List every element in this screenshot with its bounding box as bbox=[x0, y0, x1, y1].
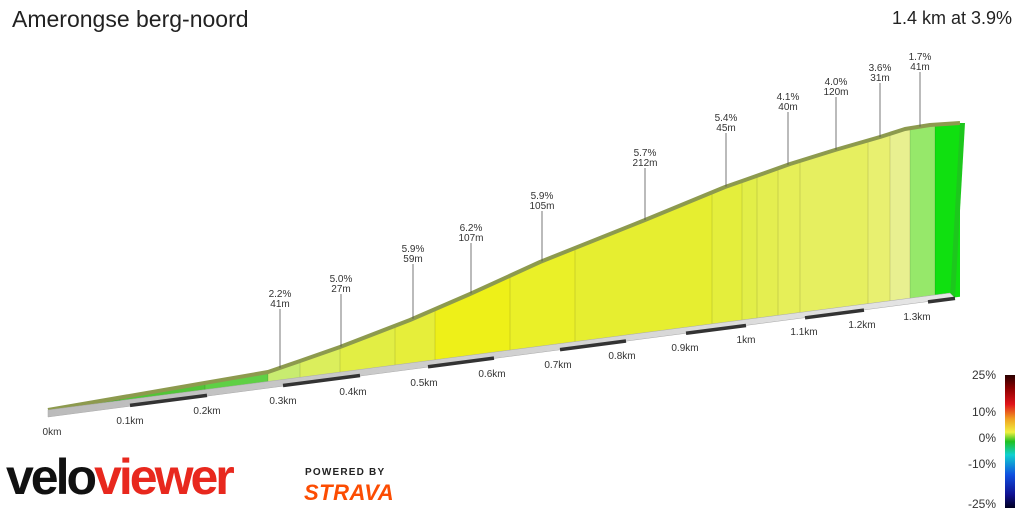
segment-gradient-label: 5.7% bbox=[634, 148, 657, 159]
segment-gradient-label: 1.7% bbox=[909, 52, 932, 63]
gradient-band bbox=[575, 192, 712, 347]
axis-dash bbox=[129, 393, 208, 408]
segment-gradient-label: 2.2% bbox=[269, 289, 292, 300]
climb-summary: 1.4 km at 3.9% bbox=[891, 8, 1012, 28]
gradient-band bbox=[742, 175, 757, 325]
segment-length-label: 59m bbox=[403, 254, 422, 265]
distance-tick-label: 0.9km bbox=[671, 343, 698, 354]
gradient-band bbox=[712, 181, 742, 329]
segment-length-label: 107m bbox=[458, 233, 483, 244]
segment-gradient-label: 3.6% bbox=[869, 63, 892, 74]
distance-tick-label: 0.3km bbox=[269, 396, 296, 407]
axis-dash bbox=[927, 296, 956, 304]
segment-length-label: 27m bbox=[331, 284, 350, 295]
distance-tick-label: 1km bbox=[737, 335, 756, 346]
distance-tick-label: 1.2km bbox=[848, 320, 875, 331]
logo-velo: velo bbox=[6, 449, 97, 505]
veloviewer-logo: veloviewer bbox=[6, 449, 235, 505]
powered-by-label: POWERED BY bbox=[305, 467, 386, 478]
segment-length-label: 40m bbox=[778, 102, 797, 113]
segment-length-label: 105m bbox=[529, 201, 554, 212]
gradient-band bbox=[890, 128, 910, 306]
distance-tick-label: 0km bbox=[43, 427, 62, 438]
segment-gradient-label: 5.4% bbox=[715, 113, 738, 124]
logo-viewer: viewer bbox=[94, 449, 235, 505]
distance-tick-label: 0.6km bbox=[478, 369, 505, 380]
axis-dash bbox=[804, 308, 865, 320]
distance-tick-label: 1.1km bbox=[790, 327, 817, 338]
distance-tick-label: 0.7km bbox=[544, 360, 571, 371]
segment-gradient-label: 5.0% bbox=[330, 274, 353, 285]
segment-gradient-label: 5.9% bbox=[402, 244, 425, 255]
segment-length-label: 45m bbox=[716, 123, 735, 134]
scale-label-0: 0% bbox=[979, 431, 997, 445]
gradient-band bbox=[510, 248, 575, 356]
segment-gradient-label: 4.1% bbox=[777, 92, 800, 103]
distance-tick-label: 0.8km bbox=[608, 351, 635, 362]
gradient-band bbox=[800, 140, 868, 318]
distance-tick-label: 0.5km bbox=[410, 378, 437, 389]
strava-logo: STRAVA bbox=[304, 480, 395, 505]
axis-dash bbox=[427, 356, 495, 369]
gradient-color-scale: 25% 10% 0% -10% -25% bbox=[968, 368, 1015, 510]
page-title: Amerongse berg-noord bbox=[12, 6, 249, 32]
scale-bar bbox=[1005, 375, 1015, 508]
distance-tick-label: 0.2km bbox=[193, 406, 220, 417]
gradient-band bbox=[395, 309, 435, 370]
segment-length-label: 31m bbox=[870, 73, 889, 84]
gradient-band bbox=[910, 124, 935, 304]
segment-length-label: 41m bbox=[270, 299, 289, 310]
segment-length-label: 212m bbox=[632, 158, 657, 169]
segment-gradient-label: 5.9% bbox=[531, 191, 554, 202]
segment-gradient-label: 4.0% bbox=[825, 77, 848, 88]
distance-axis bbox=[47, 292, 956, 418]
distance-tick-label: 0.4km bbox=[339, 387, 366, 398]
scale-label-25: 25% bbox=[972, 368, 996, 382]
profile-ridge bbox=[47, 121, 961, 412]
distance-tick-label: 1.3km bbox=[903, 312, 930, 323]
scale-label-minus10: -10% bbox=[968, 457, 996, 471]
gradient-band bbox=[757, 168, 778, 323]
gradient-band bbox=[868, 133, 890, 309]
segment-length-label: 41m bbox=[910, 62, 929, 73]
distance-tick-label: 0.1km bbox=[116, 416, 143, 427]
scale-label-10: 10% bbox=[972, 405, 996, 419]
scale-label-minus25: -25% bbox=[968, 497, 996, 510]
profile-end-face bbox=[950, 123, 965, 298]
segment-gradient-label: 6.2% bbox=[460, 223, 483, 234]
axis-dash bbox=[559, 339, 627, 352]
gradient-band bbox=[435, 275, 510, 365]
gradient-band bbox=[778, 160, 800, 321]
axis-dash bbox=[685, 323, 747, 335]
segment-length-label: 120m bbox=[823, 87, 848, 98]
gradient-band bbox=[340, 325, 395, 378]
axis-dash bbox=[282, 373, 361, 388]
